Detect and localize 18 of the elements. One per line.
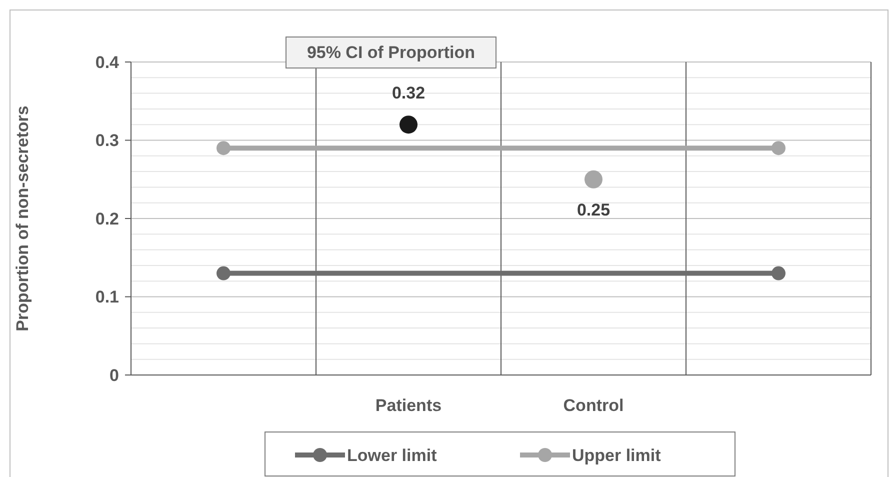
data-label: 0.32 [392, 84, 426, 103]
chart-title: 95% CI of Proportion [306, 43, 476, 62]
x-tick-label: Patients [375, 396, 442, 415]
y-tick-label: 0.1 [95, 288, 119, 307]
legend-label: Upper limit [572, 446, 662, 465]
point [772, 141, 786, 156]
y-axis-title: Proportion of non-secretors [12, 106, 32, 332]
point [216, 266, 230, 280]
y-tick-label: 0.2 [95, 209, 119, 228]
x-tick-label: Control [563, 396, 624, 415]
point [216, 141, 230, 156]
point [772, 266, 786, 280]
y-tick-label: 0.4 [95, 52, 120, 72]
legend-label: Lower limit [347, 446, 438, 465]
y-tick-label: 0 [110, 366, 119, 385]
y-tick-label: 0.3 [95, 131, 119, 150]
data-label: 0.25 [576, 200, 610, 220]
point [400, 116, 418, 134]
